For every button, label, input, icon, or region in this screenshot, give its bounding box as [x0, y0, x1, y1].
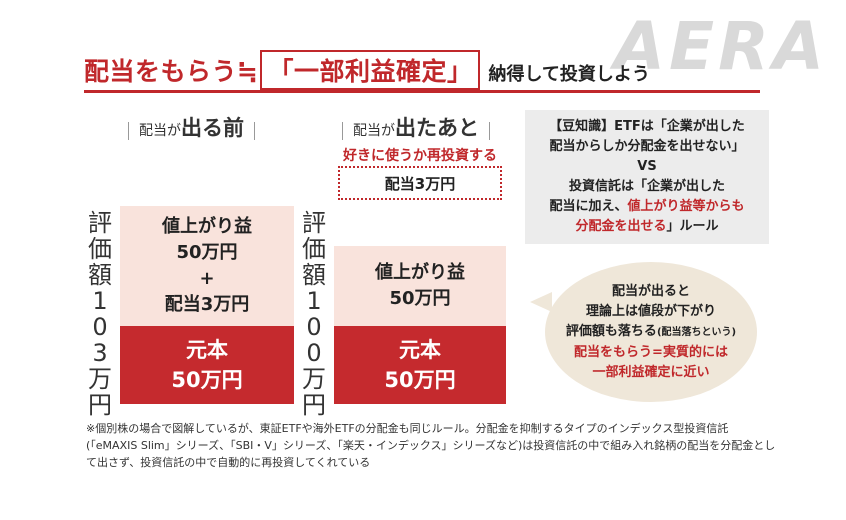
footnote: ※個別株の場合で図解しているが、東証ETFや海外ETFの分配金も同じルール。分配…: [86, 422, 776, 469]
title-boxed: 「一部利益確定」: [260, 50, 481, 90]
before-header: 配当が出る前: [118, 112, 265, 142]
after-principal-block: 元本 50万円: [334, 326, 506, 404]
header-divider: [342, 122, 343, 140]
before-head-small: 配当が: [139, 123, 181, 139]
header-divider: [128, 122, 129, 140]
info-line: 配当に加え、値上がり益等からも: [549, 199, 745, 214]
bubble-tail: [530, 292, 552, 312]
before-gain-block: 値上がり益 50万円 + 配当3万円: [120, 206, 294, 326]
bubble-line-emphasis: 一部利益確定に近い: [592, 364, 710, 380]
bubble-line: 配当が出ると: [611, 283, 690, 299]
principal-label: 元本: [399, 338, 441, 362]
info-line: 投資信託は「企業が出した: [568, 179, 725, 194]
reinvest-label: 好きに使うか再投資する: [343, 148, 497, 164]
gain-value: 50万円: [176, 242, 238, 263]
principal-label: 元本: [186, 338, 228, 362]
principal-value: 50万円: [171, 368, 243, 392]
before-head-big: 出る前: [181, 116, 244, 140]
bubble-line-emphasis: 配当をもらう=実質的には: [574, 344, 728, 360]
info-vs: VS: [637, 159, 657, 174]
title-sub: 納得して投資しよう: [488, 64, 650, 85]
explanation-bubble: 配当が出ると 理論上は値段が下がり 評価額も落ちる(配当落ちという) 配当をもら…: [545, 262, 757, 402]
principal-value: 50万円: [384, 368, 456, 392]
bubble-line: 理論上は値段が下がり: [585, 303, 716, 319]
dividend-value: 配当3万円: [164, 294, 250, 315]
gain-label: 値上がり益: [162, 216, 252, 237]
info-line: 【豆知識】ETFは「企業が出した: [549, 119, 745, 134]
title-rule: [84, 90, 760, 93]
after-header: 配当が出たあと: [332, 112, 500, 142]
page-title: 配当をもらう≒ 「一部利益確定」 納得して投資しよう: [84, 50, 650, 90]
plus-sign: +: [199, 268, 215, 289]
gain-value: 50万円: [389, 288, 451, 309]
after-head-big: 出たあと: [395, 116, 479, 140]
after-gain-block: 値上がり益 50万円: [334, 246, 506, 326]
gain-label: 値上がり益: [375, 262, 465, 283]
header-divider: [254, 122, 255, 140]
info-line: 配当からしか分配金を出せない」: [549, 139, 745, 154]
dividend-box: 配当3万円: [338, 166, 502, 200]
after-head-small: 配当が: [353, 123, 395, 139]
info-box: 【豆知識】ETFは「企業が出した 配当からしか分配金を出せない」 VS 投資信託…: [525, 110, 769, 244]
info-line: 分配金を出せる」ルール: [575, 219, 719, 234]
before-principal-block: 元本 50万円: [120, 326, 294, 404]
aera-logo: AERA: [613, 8, 828, 85]
bubble-line: 評価額も落ちる(配当落ちという): [565, 323, 737, 339]
header-divider: [489, 122, 490, 140]
title-part1: 配当をもらう≒: [84, 57, 259, 86]
